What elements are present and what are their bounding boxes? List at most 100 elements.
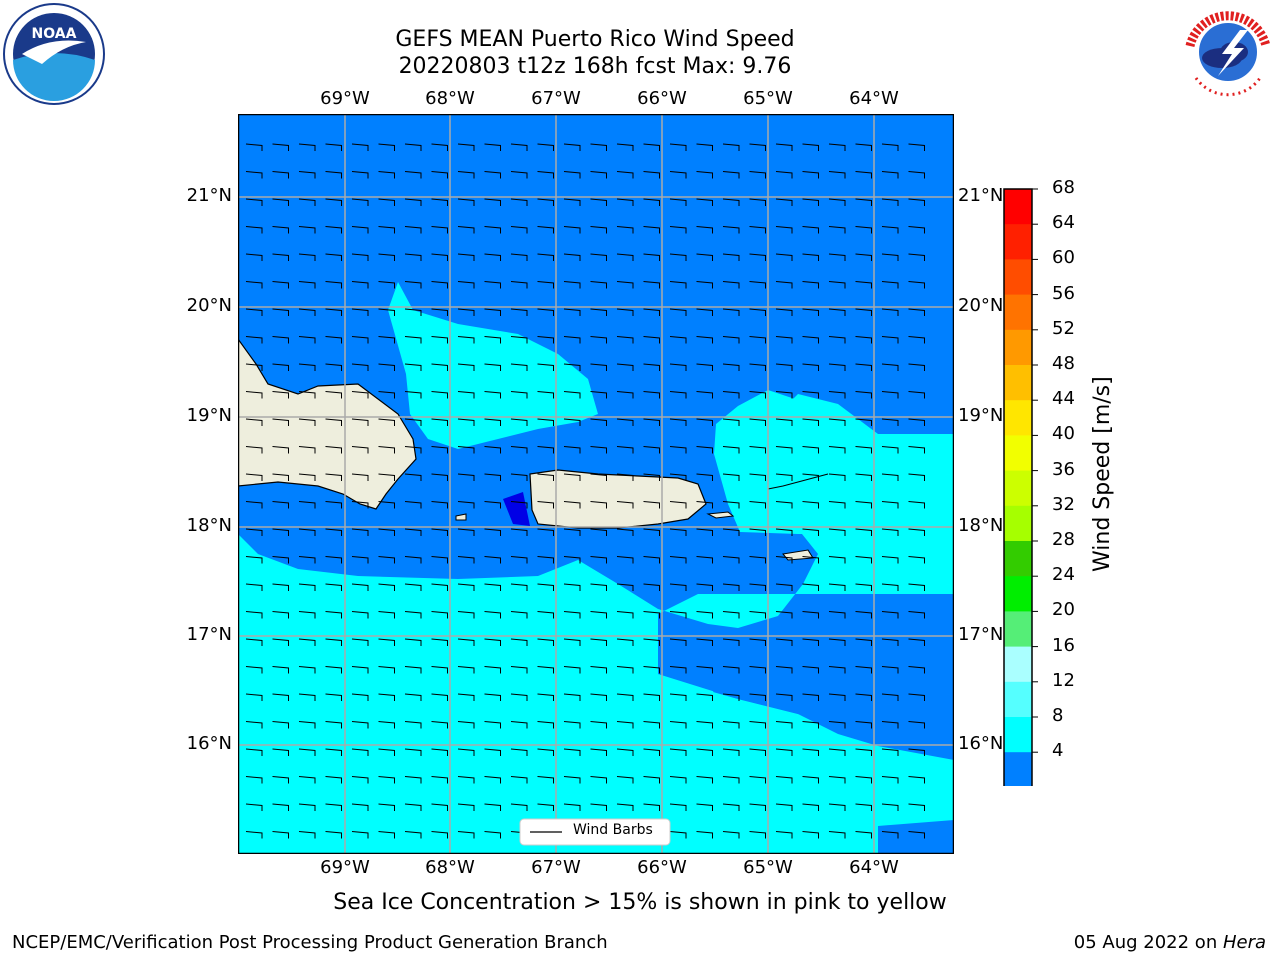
wind-barb — [351, 638, 369, 646]
wind-barb — [537, 418, 554, 426]
wind-barb — [749, 501, 766, 509]
wind-barb — [563, 143, 581, 151]
wind-barb — [696, 363, 713, 371]
wind-barb — [855, 308, 872, 316]
wind-barb — [325, 556, 342, 564]
wind-barb — [563, 281, 581, 289]
wind-barb — [404, 693, 422, 701]
wind-barb — [590, 308, 607, 316]
lon-tick-label-bottom: 64°W — [849, 857, 899, 878]
wind-barb — [590, 501, 607, 509]
lon-tick-label-bottom: 66°W — [637, 857, 687, 878]
wind-barb — [855, 611, 872, 619]
wind-barb — [431, 391, 448, 399]
wind-barb — [510, 253, 528, 261]
wind-barb — [457, 721, 475, 729]
wind-barb — [828, 446, 846, 454]
wind-barb — [749, 363, 766, 371]
wind-barb — [616, 501, 634, 509]
wind-barb — [325, 803, 342, 811]
wind-barb — [537, 776, 554, 784]
wind-barb — [749, 748, 766, 756]
wind-barb — [908, 198, 925, 206]
wind-barb — [881, 308, 899, 316]
colorbar-tick-label: 32 — [1052, 493, 1075, 515]
wind-barb — [431, 583, 448, 591]
wind-barb — [590, 638, 607, 646]
wind-barb — [298, 803, 316, 811]
wind-barb — [722, 391, 740, 399]
wind-barb — [404, 308, 422, 316]
wind-barb — [775, 336, 793, 344]
wind-barb — [537, 446, 554, 454]
wind-barb — [484, 666, 501, 674]
wind-barb — [855, 281, 872, 289]
wind-barb — [298, 831, 316, 839]
wind-barb — [908, 666, 925, 674]
wind-barb — [669, 391, 687, 399]
lat-tick-label-right: 16°N — [958, 733, 1004, 754]
wind-below-4-region — [503, 492, 530, 526]
wind-barb — [404, 556, 422, 564]
wind-barb — [325, 198, 342, 206]
wind-barb — [537, 556, 554, 564]
wind-barb — [828, 611, 846, 619]
wind-barb — [669, 693, 687, 701]
wind-barb — [510, 721, 528, 729]
wind-barb — [908, 776, 925, 784]
wind-barb — [802, 803, 819, 811]
wind-barb — [908, 281, 925, 289]
wind-barb — [325, 336, 342, 344]
wind-barb — [643, 721, 660, 729]
colorbar-tick-label: 44 — [1052, 388, 1075, 410]
wind-barb — [802, 418, 819, 426]
wind-barb — [351, 253, 369, 261]
wind-barb — [669, 666, 687, 674]
wind-barb — [643, 143, 660, 151]
wind-barb — [245, 721, 263, 729]
wind-barb — [828, 473, 846, 481]
wind-barb — [855, 831, 872, 839]
wind-barb — [722, 776, 740, 784]
wind-barb — [404, 391, 422, 399]
wind-barb — [325, 446, 342, 454]
wind-barb — [351, 693, 369, 701]
wind-barb — [404, 776, 422, 784]
wind-barb — [616, 693, 634, 701]
wind-barb — [696, 171, 713, 179]
wind-barb — [855, 583, 872, 591]
wind-barb — [881, 171, 899, 179]
wind-barb — [431, 281, 448, 289]
wind-barb — [537, 583, 554, 591]
wind-barb — [696, 473, 713, 481]
wind-barb — [775, 556, 793, 564]
wind-barb — [749, 831, 766, 839]
wind-barb — [272, 418, 289, 426]
wind-barb — [457, 831, 475, 839]
wind-barb — [537, 611, 554, 619]
wind-barb — [325, 528, 342, 536]
wind-barb — [643, 556, 660, 564]
wind-barb — [325, 666, 342, 674]
wind-barb — [696, 143, 713, 151]
wind-barb — [590, 748, 607, 756]
wind-barb — [749, 556, 766, 564]
wind-barb — [404, 363, 422, 371]
wind-barb — [431, 611, 448, 619]
wind-barb — [351, 803, 369, 811]
svg-text:NOAA: NOAA — [32, 26, 77, 42]
wind-barb — [802, 693, 819, 701]
wind-barb — [749, 638, 766, 646]
wind-barb — [457, 583, 475, 591]
wind-barb — [908, 501, 925, 509]
wind-barb — [908, 556, 925, 564]
wind-barb — [272, 556, 289, 564]
wind-barb — [749, 528, 766, 536]
wind-barb — [696, 418, 713, 426]
colorbar-segment — [1004, 576, 1032, 612]
wind-barb — [484, 748, 501, 756]
wind-barb — [563, 693, 581, 701]
wind-barb — [802, 446, 819, 454]
wind-barb — [563, 528, 581, 536]
wind-barb — [484, 336, 501, 344]
